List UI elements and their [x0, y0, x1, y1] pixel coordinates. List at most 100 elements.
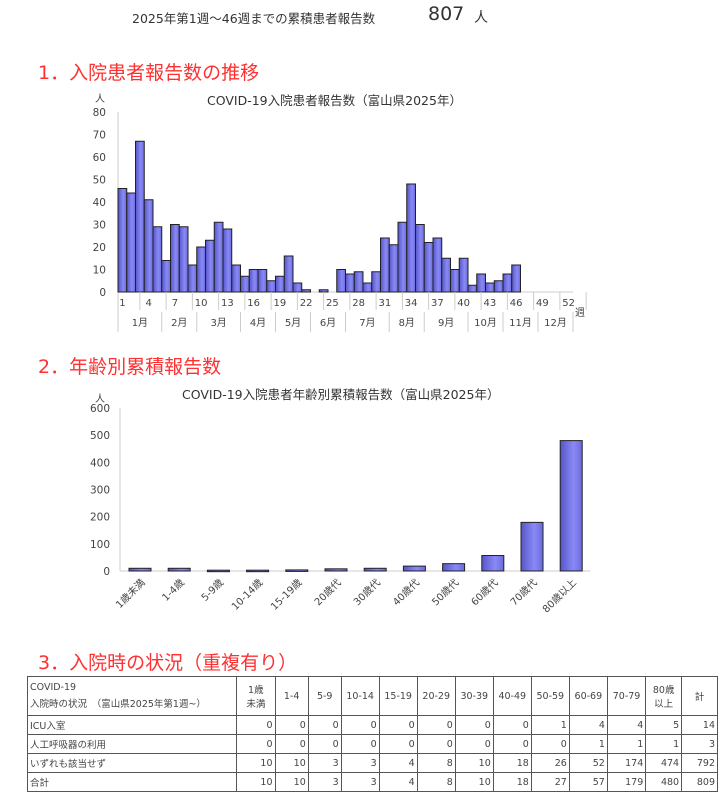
bar — [206, 569, 230, 573]
bar — [493, 280, 504, 293]
bar — [397, 221, 408, 293]
y-tick-label: 200 — [90, 512, 110, 524]
table-cell: 1 — [606, 734, 647, 754]
bar — [324, 568, 348, 572]
table-row: ICU入室 0 0 0 0 0 0 0 0 1 4 4 5 14 — [26, 715, 718, 735]
y-tick-label: 80 — [93, 107, 106, 119]
bar — [441, 257, 451, 293]
x-tick-label: 30歳代 — [351, 577, 383, 609]
bar — [161, 260, 171, 293]
table-cell: 0 — [530, 734, 570, 754]
month-label: 12月 — [544, 317, 567, 329]
bar — [450, 269, 460, 293]
bar — [248, 269, 259, 293]
y-tick-label: 600 — [90, 403, 110, 415]
bar — [135, 140, 145, 293]
x-tick-label: 7 — [172, 298, 178, 309]
bar — [520, 521, 544, 572]
table-cell: 10 — [454, 772, 494, 792]
table-cell: 0 — [454, 715, 494, 735]
month-label: 5月 — [285, 317, 301, 329]
table-cell: 1 — [568, 734, 608, 754]
bar — [380, 237, 390, 293]
x-tick-label: 15-19歳 — [268, 577, 304, 613]
bar — [371, 271, 381, 293]
table-cell: 0 — [307, 734, 342, 754]
x-tick-label: 40 — [457, 298, 470, 309]
column-header: 60-69 — [568, 676, 608, 716]
bar — [467, 284, 478, 293]
month-label: 3月 — [210, 317, 226, 329]
y-tick-label: 60 — [93, 152, 106, 164]
table-cell: 0 — [236, 715, 276, 735]
x-tick-label: 31 — [379, 298, 392, 309]
bar — [213, 221, 224, 293]
bar — [266, 280, 276, 293]
bar — [187, 264, 198, 293]
x-tick-label: 49 — [536, 298, 549, 309]
table-cell: 27 — [530, 772, 570, 792]
bar — [222, 228, 233, 293]
table-header-title: COVID-19 入院時の状況 （富山県2025年第1週~） — [26, 676, 238, 716]
bar — [167, 567, 191, 572]
y-tick-label: 40 — [93, 197, 106, 209]
admission-status-table: COVID-19 入院時の状況 （富山県2025年第1週~） 1歳 未満 1-4 5-9 1… — [26, 676, 718, 792]
x-tick-label: 10 — [195, 298, 208, 309]
table-cell: 5 — [645, 715, 683, 735]
bar — [126, 192, 136, 293]
table-cell: 0 — [236, 734, 276, 754]
y-tick-label: 500 — [90, 430, 110, 442]
x-tick-label: 60歳代 — [469, 577, 501, 609]
bar — [170, 224, 180, 293]
bar — [476, 273, 486, 293]
table-cell: 10 — [236, 753, 276, 773]
month-label: 10月 — [474, 317, 497, 329]
chart-title: COVID-19入院患者年齢別累積報告数（富山県2025年） — [182, 387, 499, 402]
table-cell: 3 — [307, 772, 342, 792]
table-cell: 0 — [340, 734, 380, 754]
column-header: 30-39 — [454, 676, 494, 716]
table-cell: 57 — [568, 772, 608, 792]
column-header: 70-79 — [606, 676, 647, 716]
bar — [406, 183, 416, 293]
x-tick-label: 5-9歳 — [199, 577, 226, 604]
y-tick-label: 0 — [103, 566, 110, 578]
bar — [353, 271, 364, 293]
x-tick-label: 22 — [300, 298, 313, 309]
chart-title: COVID-19入院患者報告数（富山県2025年） — [207, 93, 462, 108]
table-cell: 0 — [416, 734, 456, 754]
x-axis-label: 週 — [575, 307, 585, 319]
bar — [143, 199, 154, 293]
age-chart: COVID-19入院患者年齢別累積報告数（富山県2025年） 人 0 100 200 30… — [90, 387, 591, 615]
row-label: 人工呼吸器の利用 — [26, 734, 238, 754]
x-tick-label: 43 — [484, 298, 497, 309]
x-tick-label: 34 — [405, 298, 418, 309]
table-cell: 18 — [492, 772, 532, 792]
bar — [511, 264, 521, 293]
month-label: 7月 — [359, 317, 375, 329]
y-tick-label: 30 — [93, 220, 106, 232]
y-tick-label: 400 — [90, 457, 110, 469]
x-tick-label: 28 — [352, 298, 365, 309]
table-cell: 792 — [681, 753, 718, 773]
x-tick-label: 1歳未満 — [114, 577, 148, 611]
bar — [318, 289, 329, 293]
x-tick-label: 13 — [221, 298, 234, 309]
table-cell: 3 — [340, 772, 380, 792]
column-header: 15-19 — [378, 676, 418, 716]
table-cell: 0 — [416, 715, 456, 735]
table-cell: 4 — [606, 715, 647, 735]
bar — [301, 289, 311, 293]
column-header: 10-14 — [340, 676, 380, 716]
x-tick-label: 25 — [326, 298, 339, 309]
table-cell: 0 — [492, 715, 532, 735]
table-cell: 1 — [645, 734, 683, 754]
month-label: 8月 — [399, 317, 415, 329]
column-header: 40-49 — [492, 676, 532, 716]
y-tick-label: 70 — [93, 130, 106, 142]
column-header: 5-9 — [307, 676, 342, 716]
table-cell: 0 — [378, 734, 418, 754]
table-cell: 474 — [645, 753, 683, 773]
bar — [442, 563, 466, 572]
table-cell: 18 — [492, 753, 532, 773]
